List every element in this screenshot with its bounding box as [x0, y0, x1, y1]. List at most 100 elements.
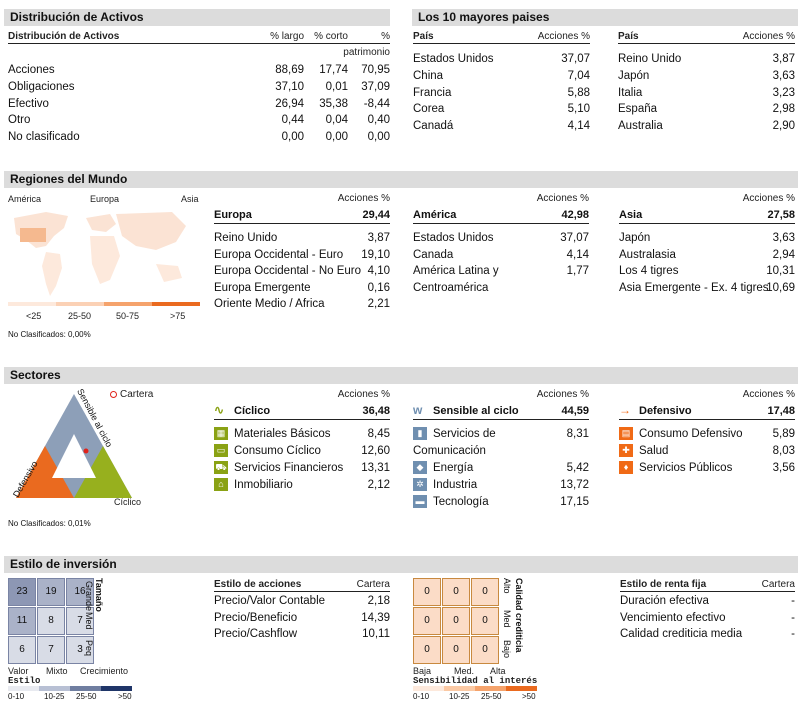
map-label-america: América [8, 194, 42, 204]
region-item-name: Centroamérica [413, 281, 489, 294]
asset-row-short: 0,00 [325, 131, 348, 144]
region-group-total: 42,98 [561, 209, 589, 221]
map-label-asia: Asia [181, 194, 199, 204]
sector-item-icon: ▦ [214, 427, 228, 440]
sector-item-name: Comunicación [413, 445, 486, 457]
sectors-unclassified: No Clasificados: 0,01% [8, 519, 91, 528]
col-pct: % [381, 31, 390, 42]
sector-item-value: 5,42 [566, 462, 589, 474]
country-name: España [618, 103, 658, 116]
asset-row-label: Efectivo [8, 97, 49, 110]
bond-scale-bar [413, 686, 537, 691]
equity-scale-bar [8, 686, 132, 691]
region-item-value: 2,21 [367, 298, 390, 311]
col-pct2: patrimonio [343, 47, 390, 58]
equity-row-1: Med [84, 612, 94, 630]
sector-item-name: Consumo Cíclico [234, 445, 321, 457]
sector-item-icon: ⛟ [214, 461, 228, 474]
country-value: 2,98 [772, 103, 795, 116]
asset-alloc-rule [8, 43, 390, 44]
region-item-name: Reino Unido [214, 232, 278, 244]
sector-group-icon: → [619, 403, 631, 417]
region-group-name: Asia [619, 209, 643, 221]
map-legend-3: >75 [170, 311, 186, 321]
country-col-left: País [413, 31, 434, 42]
region-item-name: Europa Occidental - No Euro [214, 265, 362, 278]
asset-row-net: 37,09 [361, 80, 390, 93]
sector-item-icon: ▭ [214, 444, 228, 457]
sector-item-name: Servicios Públicos [639, 462, 733, 474]
equity-style-cell: 7 [37, 636, 65, 664]
equity-table-rule [214, 591, 390, 592]
country-value: 5,88 [567, 86, 590, 99]
section-title-sectors: Sectores [4, 367, 798, 384]
country-value: 4,14 [567, 120, 590, 133]
equity-style-cell: 6 [8, 636, 36, 664]
country-value: 7,04 [567, 69, 590, 82]
bond-scale-0: 0-10 [413, 692, 430, 701]
col-long: % largo [270, 31, 304, 42]
equity-table-name: Precio/Valor Contable [214, 595, 326, 607]
region-item-value [413, 280, 589, 296]
bond-style-cell: 0 [471, 578, 499, 606]
bond-col-0: Baja [413, 666, 432, 676]
country-name: Francia [413, 86, 452, 99]
bond-row-2: Bajo [502, 640, 512, 659]
country-value: 2,90 [772, 120, 795, 133]
country-col-right: País [618, 31, 639, 42]
sector-item-icon: ♦ [619, 461, 633, 474]
bond-table-name: Duración efectiva [620, 595, 709, 607]
region-item-name: Los 4 tigres [619, 265, 679, 278]
tri-label-cyclic: Cíclico [114, 497, 142, 507]
asset-row-net: -8,44 [363, 97, 390, 110]
country-name: Australia [618, 120, 663, 133]
bond-row-title: Calidad crediticia [514, 578, 524, 653]
equity-table-name: Precio/Beneficio [214, 611, 298, 624]
country-value: 3,23 [772, 86, 795, 99]
sector-item-icon: ▮ [413, 427, 427, 440]
country-name: Italia [618, 86, 643, 99]
bond-row-1: Med [502, 610, 512, 628]
asset-row-short: 35,38 [319, 97, 348, 110]
asset-row-short: 0,04 [325, 114, 348, 127]
region-item-value: 3,87 [367, 232, 390, 244]
sector-group-total: 44,59 [561, 405, 589, 417]
equity-style-cell: 19 [37, 578, 65, 606]
equity-col-2: Crecimiento [80, 666, 129, 676]
sector-item-value: 13,72 [560, 479, 589, 491]
equity-scale-3: >50 [118, 692, 132, 701]
equity-scale-0: 0-10 [8, 692, 25, 701]
bond-style-cell: 0 [442, 636, 470, 664]
bond-table-name: Calidad crediticia media [620, 628, 743, 641]
bond-table-col: Cartera [761, 579, 795, 590]
bond-scale-2: 25-50 [481, 692, 502, 701]
bond-style-cell: 0 [471, 607, 499, 635]
sector-item-value: 8,45 [367, 428, 390, 440]
region-group-name: Europa [214, 209, 252, 221]
region-item-value: 4,14 [566, 248, 589, 261]
section-title-top-countries: Los 10 mayores paises [412, 9, 798, 26]
sector-col-equity: Acciones % [742, 389, 795, 400]
sector-group-icon: ∿ [214, 403, 225, 417]
section-title-style: Estilo de inversión [4, 556, 798, 573]
country-value: 3,63 [772, 69, 795, 82]
region-col-equity: Acciones % [337, 193, 390, 204]
region-item-name: Canada [413, 248, 454, 261]
asset-row-label: Otro [8, 114, 31, 127]
equity-col-right: Acciones % [742, 31, 795, 42]
equity-style-cell: 23 [8, 578, 36, 606]
region-item-value: 37,07 [560, 232, 589, 244]
equity-row-title: Tamaño [94, 578, 104, 612]
region-group-total: 27,58 [767, 209, 795, 221]
sector-triangle [16, 394, 132, 498]
equity-style-cell: 3 [66, 636, 94, 664]
country-name: Corea [413, 103, 445, 116]
equity-table-value: 10,11 [362, 628, 390, 641]
asset-row-short: 0,01 [325, 80, 348, 93]
country-name: Japón [618, 69, 650, 82]
equity-col-1: Mixto [46, 666, 68, 676]
sector-item-icon: ◆ [413, 461, 427, 474]
asset-row-long: 26,94 [275, 97, 304, 110]
sector-rule [619, 419, 795, 420]
region-col-equity: Acciones % [742, 193, 795, 204]
